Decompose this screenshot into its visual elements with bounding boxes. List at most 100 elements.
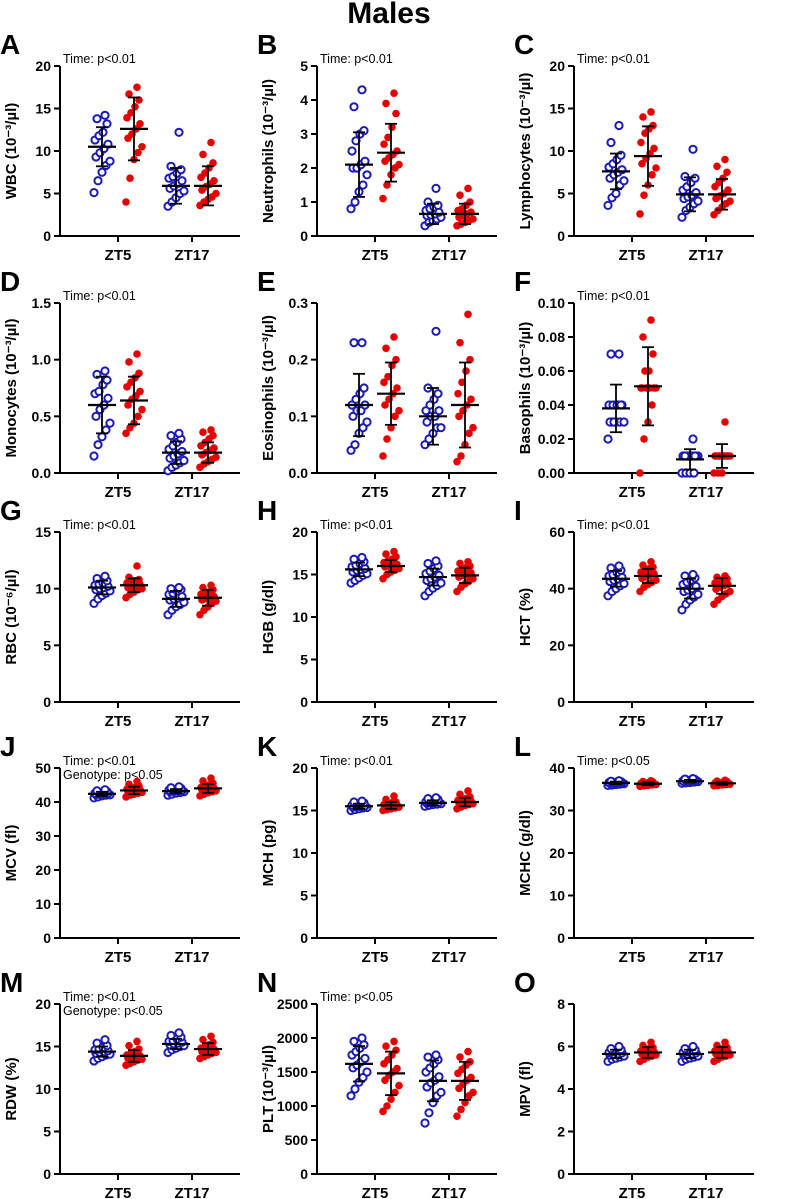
data-point-open-ZT17	[179, 455, 189, 466]
data-point-filled-ZT5	[382, 344, 390, 353]
data-point-filled-ZT5	[384, 372, 392, 381]
data-point-filled-ZT17	[456, 559, 464, 568]
x-tick-label: ZT5	[105, 713, 132, 730]
stat-annotation: Time: p<0.01	[63, 754, 136, 768]
y-tick-label: 10	[35, 581, 51, 597]
y-tick-label: 5	[43, 637, 51, 653]
y-tick-label: 30	[35, 828, 51, 844]
y-tick-label: 0.5	[32, 408, 52, 424]
stat-annotation: Time: p<0.01	[577, 52, 650, 66]
y-tick-label: 10	[292, 845, 308, 861]
data-point-open-ZT5	[357, 85, 367, 95]
panel-letter: L	[514, 731, 531, 762]
panel-C: C 0 5 10 15 20 ZT5 ZT17 Lymphocytes (10⁻³/µl) Tim…	[514, 29, 754, 264]
x-tick-label: ZT17	[688, 1185, 723, 1199]
data-point-open-ZT17	[174, 127, 184, 137]
y-tick-label: 20	[292, 524, 308, 540]
x-tick-label: ZT5	[362, 484, 389, 501]
data-point-filled-ZT5	[382, 1042, 390, 1050]
data-point-filled-ZT5	[392, 109, 400, 118]
x-tick-label: ZT17	[431, 1185, 466, 1199]
data-point-filled-ZT5	[138, 405, 146, 414]
data-point-filled-ZT17	[453, 1112, 461, 1120]
stat-annotation: Time: p<0.01	[577, 518, 650, 532]
panel-H: H 0 5 10 15 20 ZT5 ZT17 HGB (g/dl) Time: p<0.01	[257, 495, 497, 730]
data-point-filled-ZT5	[379, 1107, 387, 1116]
data-point-filled-ZT17	[207, 138, 215, 147]
data-point-filled-ZT17	[469, 215, 477, 223]
data-point-filled-ZT5	[648, 171, 656, 179]
data-point-filled-ZT17	[457, 1105, 465, 1114]
data-point-open-ZT5	[105, 156, 115, 166]
data-point-open-ZT5	[359, 383, 369, 393]
y-tick-label: 10	[292, 609, 308, 625]
data-point-open-ZT17	[688, 144, 698, 154]
stat-annotation: Time: p<0.01	[63, 289, 136, 303]
data-point-filled-ZT17	[210, 176, 218, 185]
data-point-filled-ZT5	[390, 89, 398, 97]
y-tick-label: 2	[557, 1124, 565, 1140]
y-tick-label: 0.3	[289, 295, 309, 311]
data-point-open-ZT5	[349, 1036, 359, 1047]
panel-letter: N	[257, 967, 277, 998]
data-point-filled-ZT5	[124, 401, 132, 409]
panel-G: G 0 5 10 15 ZT5 ZT17 RBC (10⁻⁶/µl) Time: p<0.01	[0, 495, 240, 730]
x-tick-label: ZT17	[431, 713, 466, 730]
data-point-filled-ZT5	[133, 562, 141, 570]
y-tick-label: 0.1	[289, 408, 309, 424]
data-point-open-ZT5	[362, 170, 372, 180]
data-point-filled-ZT17	[469, 574, 477, 583]
data-point-open-ZT5	[357, 1033, 367, 1043]
y-tick-label: 0.04	[538, 397, 565, 413]
data-point-open-ZT5	[360, 1053, 370, 1064]
data-point-filled-ZT17	[457, 452, 465, 460]
data-point-open-ZT17	[177, 176, 187, 186]
data-point-open-ZT5	[350, 197, 360, 207]
data-point-open-ZT17	[174, 428, 184, 438]
data-point-filled-ZT17	[713, 1041, 721, 1050]
y-tick-label: 6	[557, 1039, 565, 1055]
y-axis-label: Basophils (10⁻³/µl)	[517, 322, 534, 454]
data-point-filled-ZT5	[648, 401, 656, 409]
panel-letter: H	[257, 495, 277, 526]
stat-annotation: Time: p<0.01	[320, 518, 393, 532]
data-point-open-ZT17	[423, 558, 433, 569]
data-point-filled-ZT17	[454, 389, 462, 398]
data-point-filled-ZT5	[649, 350, 657, 358]
data-point-filled-ZT17	[458, 378, 466, 387]
data-point-filled-ZT17	[199, 150, 207, 159]
y-tick-label: 10	[549, 143, 565, 159]
data-point-filled-ZT5	[127, 108, 135, 117]
y-tick-label: 1.0	[32, 352, 52, 368]
data-point-filled-ZT17	[462, 367, 470, 375]
data-point-filled-ZT5	[647, 108, 655, 116]
data-point-filled-ZT5	[125, 90, 133, 98]
y-tick-label: 1000	[277, 1098, 308, 1114]
data-point-filled-ZT5	[133, 777, 141, 786]
y-tick-label: 0	[300, 930, 308, 946]
panel-I: I 0 20 40 60 ZT5 ZT17 HCT (%) Time: p<0.01	[514, 495, 754, 730]
y-axis-label: MPV (fl)	[517, 1061, 534, 1117]
data-point-filled-ZT17	[726, 197, 734, 205]
data-point-filled-ZT17	[456, 1053, 464, 1061]
data-point-filled-ZT5	[650, 144, 658, 153]
panel-E: E 0.0 0.1 0.2 0.3 ZT5 ZT17 Eosinophils (10⁻³/µl…	[257, 266, 497, 501]
data-point-open-ZT5	[105, 418, 115, 428]
panel-J: J 0 10 20 30 40 50 ZT5 ZT17 MCV (fl) Time: p<0.01G…	[0, 731, 240, 966]
y-tick-label: 8	[557, 996, 565, 1012]
main-title: Males	[347, 0, 430, 30]
data-point-open-ZT17	[680, 1044, 690, 1054]
y-tick-label: 1	[300, 194, 308, 210]
data-point-filled-ZT5	[133, 83, 141, 92]
y-axis-label: HCT (%)	[517, 588, 534, 646]
y-tick-label: 0	[300, 1166, 308, 1182]
data-point-filled-ZT17	[724, 186, 732, 194]
data-point-filled-ZT5	[123, 114, 131, 122]
stat-annotation: Time: p<0.01	[577, 289, 650, 303]
data-point-filled-ZT5	[640, 435, 648, 443]
stat-annotation: Genotype: p<0.05	[63, 768, 163, 782]
y-tick-label: 0	[43, 228, 51, 244]
data-point-filled-ZT5	[640, 191, 648, 199]
y-axis-label: RBC (10⁻⁶/µl)	[3, 569, 20, 664]
y-tick-label: 0	[43, 1166, 51, 1182]
